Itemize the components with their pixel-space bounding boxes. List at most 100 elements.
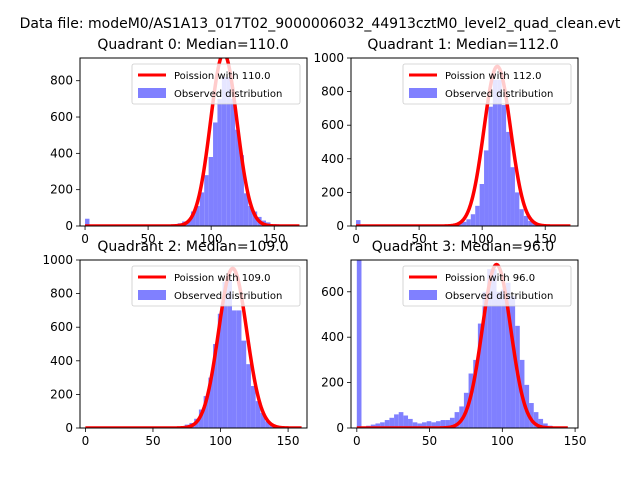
poisson-curve xyxy=(354,64,572,226)
histogram-bar xyxy=(213,344,218,428)
histogram-bar xyxy=(454,412,460,428)
subplot-quadrant-1: Quadrant 1: Median=112.0 0 50 100 150 0 200 40… xyxy=(313,37,579,246)
histogram-bar xyxy=(412,422,418,428)
y-tick-label: 600 xyxy=(50,110,73,124)
histogram-bar xyxy=(235,129,240,226)
histogram-bar xyxy=(510,296,516,428)
histogram-bar xyxy=(496,291,502,428)
legend-hist-swatch xyxy=(138,290,166,300)
x-tick-label: 0 xyxy=(353,434,361,448)
histogram-bar xyxy=(529,403,534,428)
histogram-bar xyxy=(501,289,506,428)
x-tick-label: 50 xyxy=(145,434,160,448)
histogram-bar xyxy=(250,386,256,428)
y-tick-label: 600 xyxy=(321,285,344,299)
legend-hist-label: Observed distribution xyxy=(174,291,282,302)
histogram-bar xyxy=(375,423,381,428)
histogram-bar xyxy=(243,193,249,226)
histogram-bar xyxy=(475,205,480,226)
histogram-bar xyxy=(190,211,196,226)
histogram-bar xyxy=(236,310,242,428)
histogram-bar xyxy=(487,269,492,428)
legend-box xyxy=(402,265,572,307)
histogram-bar xyxy=(449,417,455,428)
x-tick-label: 50 xyxy=(422,434,437,448)
histogram-bar xyxy=(417,423,423,428)
histogram-bar xyxy=(543,423,548,428)
x-tick-label: 100 xyxy=(209,434,232,448)
y-tick-label: 0 xyxy=(65,219,73,233)
histogram-bar xyxy=(265,421,270,428)
histogram-bar xyxy=(466,219,471,226)
y-tick-label: 200 xyxy=(50,183,73,197)
histogram-bar xyxy=(431,422,436,428)
histogram-bar xyxy=(408,418,413,428)
x-tick-label: 150 xyxy=(263,232,286,246)
histogram-bar xyxy=(255,401,261,428)
histogram-bar xyxy=(204,175,209,226)
histogram-bar xyxy=(221,77,227,226)
histogram-bar xyxy=(217,98,222,226)
plot-area xyxy=(354,64,572,226)
legend-box xyxy=(131,265,301,307)
legend-hist-swatch xyxy=(138,88,166,98)
subplot-quadrant-0: Quadrant 0: Median=110.0 0 50 100 150 0 200 40… xyxy=(50,37,308,246)
histogram-bar xyxy=(208,156,214,226)
y-tick-label: 200 xyxy=(321,185,344,199)
histogram-bar xyxy=(482,291,488,428)
plot-area xyxy=(355,260,569,428)
histogram-bar xyxy=(484,150,489,226)
histogram-bar xyxy=(473,359,478,428)
y-tick-label: 1000 xyxy=(313,51,344,65)
histogram-bar xyxy=(440,420,446,428)
histogram-bar xyxy=(203,396,209,428)
histogram-bar xyxy=(492,79,498,226)
legend-box xyxy=(402,63,572,105)
plot-area xyxy=(84,266,303,428)
y-tick-label: 0 xyxy=(65,421,73,435)
histogram-bar xyxy=(356,260,362,428)
histogram-bar xyxy=(426,421,432,428)
subplot-title: Quadrant 1: Median=112.0 xyxy=(367,37,558,53)
x-tick-label: 100 xyxy=(200,232,223,246)
histogram-bar xyxy=(538,418,544,428)
histogram-bar xyxy=(217,313,223,428)
figure-suptitle: Data file: modeM0/AS1A13_017T02_90000060… xyxy=(20,16,621,32)
axes-frame xyxy=(350,259,579,429)
histogram-bar xyxy=(208,377,214,428)
y-tick-label: 400 xyxy=(50,146,73,160)
legend-poisson-label: Poission with 110.0 xyxy=(174,71,270,82)
legend-box xyxy=(131,63,301,105)
legend-hist-swatch xyxy=(409,88,437,98)
histogram-bar xyxy=(510,167,515,226)
subplot-quadrant-2: Quadrant 2: Median=109.0 0 50 100 150 0 200 40… xyxy=(42,239,308,448)
histogram-bar xyxy=(226,77,231,226)
axes-frame xyxy=(79,259,308,429)
legend-poisson-label: Poission with 112.0 xyxy=(445,71,541,82)
x-tick-label: 100 xyxy=(471,232,494,246)
histogram-bar xyxy=(422,422,427,428)
y-tick-label: 800 xyxy=(321,85,344,99)
histogram-bar xyxy=(239,155,244,226)
y-tick-label: 800 xyxy=(50,287,73,301)
y-tick-label: 400 xyxy=(50,354,73,368)
histogram-bar xyxy=(356,220,361,226)
subplot-title: Quadrant 2: Median=109.0 xyxy=(97,239,288,255)
histogram-bar xyxy=(519,209,524,226)
poisson-curve xyxy=(84,266,303,428)
histogram-bar xyxy=(384,420,390,428)
histogram-bar xyxy=(222,281,228,428)
x-tick-label: 0 xyxy=(82,434,90,448)
x-tick-label: 50 xyxy=(411,232,426,246)
histogram-bar xyxy=(260,412,266,428)
y-tick-label: 1000 xyxy=(42,253,73,267)
x-tick-label: 100 xyxy=(491,434,514,448)
histogram-bar xyxy=(523,215,529,226)
histogram-bar xyxy=(248,206,253,226)
x-tick-label: 50 xyxy=(140,232,155,246)
y-tick-label: 0 xyxy=(336,219,344,233)
histogram-bar xyxy=(528,220,533,226)
histogram-bar xyxy=(488,106,493,226)
y-tick-label: 600 xyxy=(50,320,73,334)
